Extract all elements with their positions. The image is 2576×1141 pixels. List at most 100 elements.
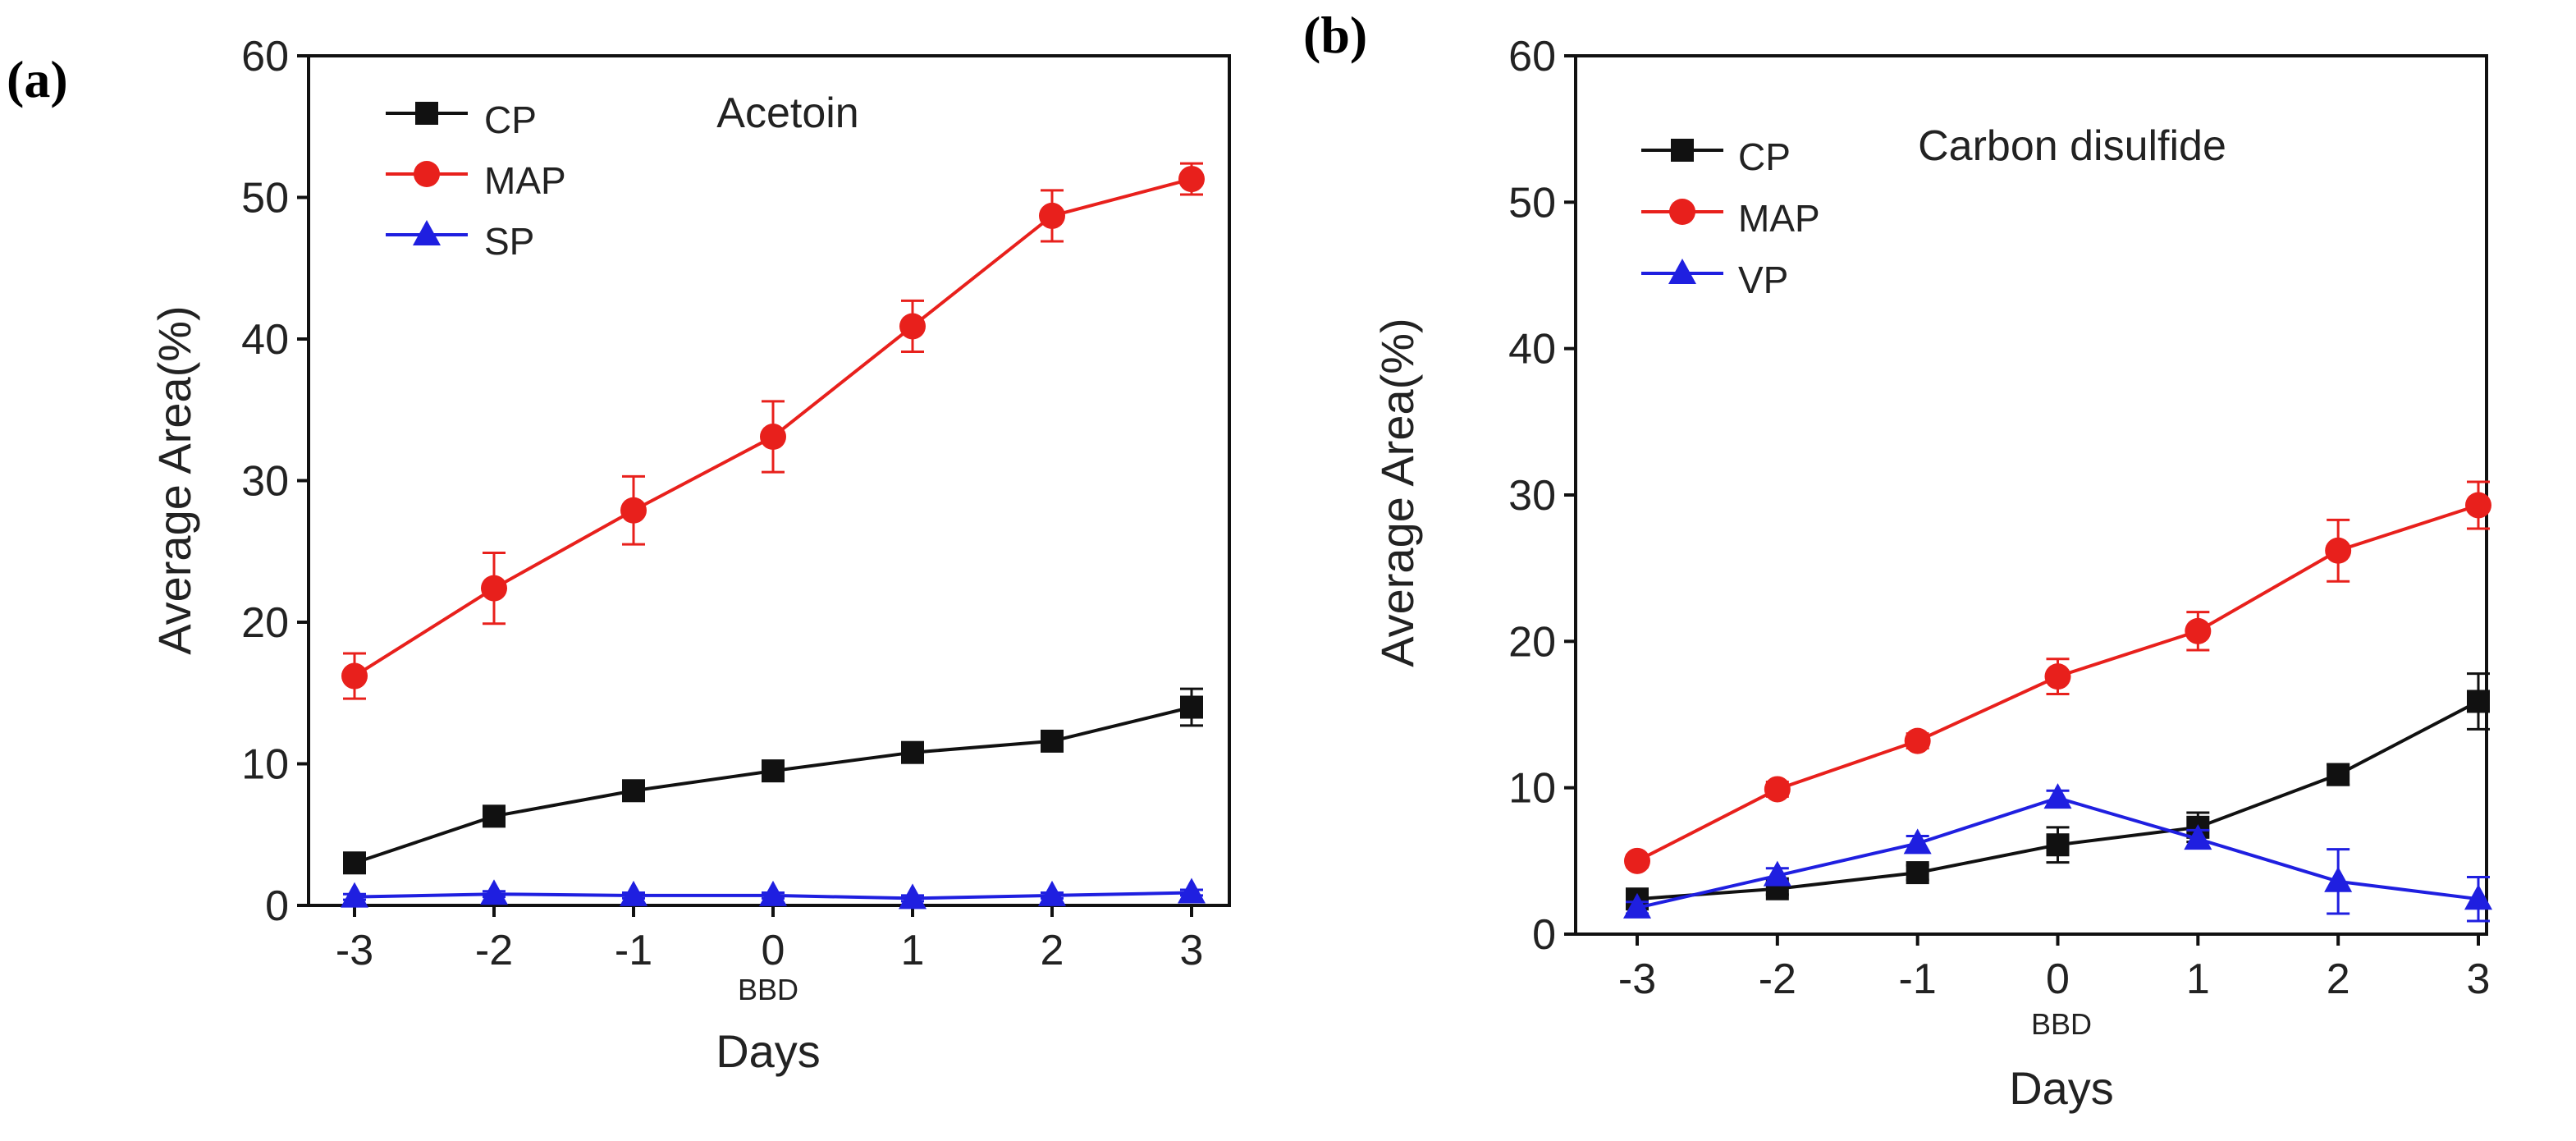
- data-point-map: [481, 575, 507, 602]
- y-tick-label: 0: [265, 882, 289, 930]
- data-point-map: [1764, 776, 1791, 803]
- y-tick-label: 60: [241, 33, 289, 80]
- y-tick-label: 50: [1508, 179, 1556, 227]
- data-point-cp: [901, 740, 924, 764]
- y-tick-label: 60: [1508, 33, 1556, 80]
- x-tick-label: -2: [475, 927, 513, 974]
- data-point-cp: [1180, 695, 1203, 719]
- y-tick-label: 40: [241, 316, 289, 364]
- data-point-cp: [2467, 690, 2490, 713]
- x-tick-label: -2: [1759, 955, 1796, 1003]
- x-tick-label: 2: [1041, 927, 1064, 974]
- data-point-cp: [2046, 833, 2070, 857]
- legend-label-vp: VP: [1738, 259, 1788, 301]
- data-point-vp: [1623, 892, 1651, 919]
- data-point-sp: [341, 882, 368, 908]
- data-point-vp: [2043, 783, 2072, 809]
- data-point-map: [2185, 617, 2212, 644]
- data-point-cp: [762, 759, 785, 783]
- panel-a-y-tick-labels: 0 10 20 30 40 50 60: [241, 33, 289, 930]
- data-point-sp: [1038, 880, 1066, 906]
- data-point-sp: [759, 880, 787, 906]
- data-point-map: [1178, 166, 1205, 193]
- legend-label-sp: SP: [484, 220, 534, 263]
- panel-b-title: Carbon disulfide: [1918, 122, 2226, 170]
- data-point-vp: [1903, 828, 1932, 855]
- y-tick-label: 10: [241, 741, 289, 789]
- data-point-sp: [620, 880, 647, 906]
- legend-label-cp: CP: [1738, 135, 1791, 178]
- data-point-cp: [1906, 861, 1929, 885]
- panel-b-label: (b): [1303, 6, 1367, 64]
- data-point-vp: [2184, 824, 2212, 850]
- panel-b-bbd-annotation: BBD: [2031, 1007, 2092, 1041]
- data-point-map: [899, 313, 926, 340]
- data-point-sp: [899, 883, 927, 910]
- panel-a-y-axis-title: Average Area(%): [149, 305, 200, 654]
- x-tick-label: -1: [615, 927, 652, 974]
- legend-marker-cp: [1671, 139, 1694, 162]
- x-tick-label: 0: [2046, 955, 2070, 1003]
- legend-marker-vp: [1668, 259, 1696, 284]
- data-point-cp: [2327, 763, 2350, 786]
- panel-b-plot-frame: [1574, 54, 2488, 936]
- panel-b-ticks: [1564, 54, 2480, 946]
- x-tick-label: 3: [2467, 955, 2491, 1003]
- panel-a-x-axis-title: Days: [716, 1025, 821, 1077]
- legend-label-map: MAP: [1738, 197, 1820, 240]
- legend-label-map: MAP: [484, 159, 566, 202]
- x-tick-label: 1: [901, 927, 925, 974]
- y-tick-label: 50: [241, 175, 289, 222]
- legend-marker-sp: [413, 220, 441, 245]
- panel-b-y-tick-labels: 0 10 20 30 40 50 60: [1508, 33, 1556, 959]
- panel-a: (a) Acetoin 0 10 20 30 40 50 60 -3 -2 -1…: [7, 33, 1231, 1077]
- y-tick-label: 10: [1508, 765, 1556, 813]
- data-point-vp: [2324, 866, 2353, 892]
- data-point-cp: [343, 851, 366, 875]
- panel-a-title: Acetoin: [716, 89, 858, 137]
- x-tick-label: 2: [2327, 955, 2350, 1003]
- data-point-map: [2465, 492, 2491, 519]
- panel-b: (b) Carbon disulfide 0 10 20 30 40 50 60…: [1303, 6, 2492, 1114]
- x-tick-label: 3: [1180, 927, 1204, 974]
- y-tick-label: 20: [241, 599, 289, 647]
- legend-label-cp: CP: [484, 99, 537, 141]
- series-line-cp: [354, 705, 1192, 865]
- panel-b-series: [1623, 480, 2492, 923]
- data-point-map: [1904, 727, 1931, 754]
- x-tick-label: -3: [1618, 955, 1656, 1003]
- data-point-cp: [622, 779, 645, 803]
- data-point-sp: [480, 879, 508, 905]
- data-point-map: [1039, 202, 1065, 229]
- x-tick-label: 1: [2186, 955, 2210, 1003]
- x-tick-label: -3: [336, 927, 373, 974]
- legend-marker-map: [1669, 199, 1695, 225]
- x-tick-label: -1: [1899, 955, 1937, 1003]
- data-point-map: [341, 662, 368, 690]
- y-tick-label: 20: [1508, 618, 1556, 666]
- y-tick-label: 30: [241, 458, 289, 506]
- data-point-map: [760, 424, 786, 451]
- panel-a-bbd-annotation: BBD: [738, 973, 798, 1006]
- data-point-cp: [1041, 729, 1064, 753]
- panel-b-legend: CP MAP VP: [1641, 135, 1820, 301]
- panel-b-x-tick-labels: -3 -2 -1 0 1 2 3: [1618, 955, 2491, 1003]
- data-point-map: [1624, 847, 1650, 874]
- y-tick-label: 0: [1532, 911, 1556, 959]
- data-point-map: [2325, 537, 2352, 564]
- data-point-vp: [2464, 884, 2492, 910]
- panel-a-legend: CP MAP SP: [386, 99, 566, 263]
- legend-marker-cp: [415, 102, 438, 125]
- data-point-cp: [483, 804, 506, 828]
- panel-a-label: (a): [7, 50, 68, 108]
- y-tick-label: 30: [1508, 472, 1556, 520]
- x-tick-label: 0: [762, 927, 785, 974]
- y-tick-label: 40: [1508, 326, 1556, 373]
- data-point-map: [2044, 663, 2071, 690]
- panel-a-series: [341, 162, 1206, 910]
- panel-b-y-axis-title: Average Area(%): [1371, 318, 1423, 667]
- data-point-map: [620, 497, 647, 524]
- panel-a-x-tick-labels: -3 -2 -1 0 1 2 3: [336, 927, 1204, 974]
- data-point-vp: [1763, 860, 1791, 887]
